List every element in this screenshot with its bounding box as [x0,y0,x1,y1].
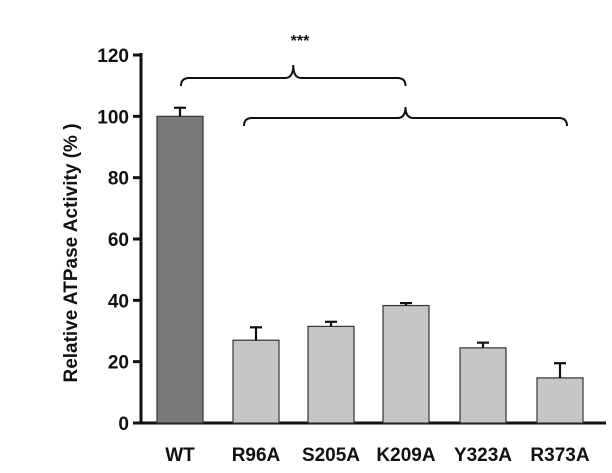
bar-r373a [536,377,584,424]
significance-brace-mutants [243,106,568,127]
x-tick-label-s205a: S205A [302,445,360,466]
bar-s205a [307,325,355,424]
plot-area: 0 20 40 60 80 100 120 WT R96A S205A K209A Y323A R373… [97,46,606,466]
bar-r96a [232,339,280,424]
x-tick-label-r373a: R373A [530,445,589,466]
bar-k209a [382,304,430,424]
y-tick-label-60: 60 [108,230,129,251]
y-tick-label-0: 0 [118,414,129,435]
significance-brace-outer [180,64,407,87]
x-tick-label-y323a: Y323A [454,445,512,466]
y-tick-label-40: 40 [108,291,129,312]
x-tick-label-k209a: K209A [376,445,435,466]
bar-wt [156,115,204,424]
y-tick-label-100: 100 [97,107,129,128]
x-tick-label-r96a: R96A [232,445,281,466]
y-tick-label-20: 20 [108,353,129,374]
significance-label: *** [291,33,310,50]
y-tick-label-120: 120 [97,46,129,67]
y-tick-label-80: 80 [108,169,129,190]
x-tick-label-wt: WT [165,445,195,466]
bar-y323a [459,347,507,424]
y-axis-label: Relative ATPase Activity (% ) [61,123,82,382]
